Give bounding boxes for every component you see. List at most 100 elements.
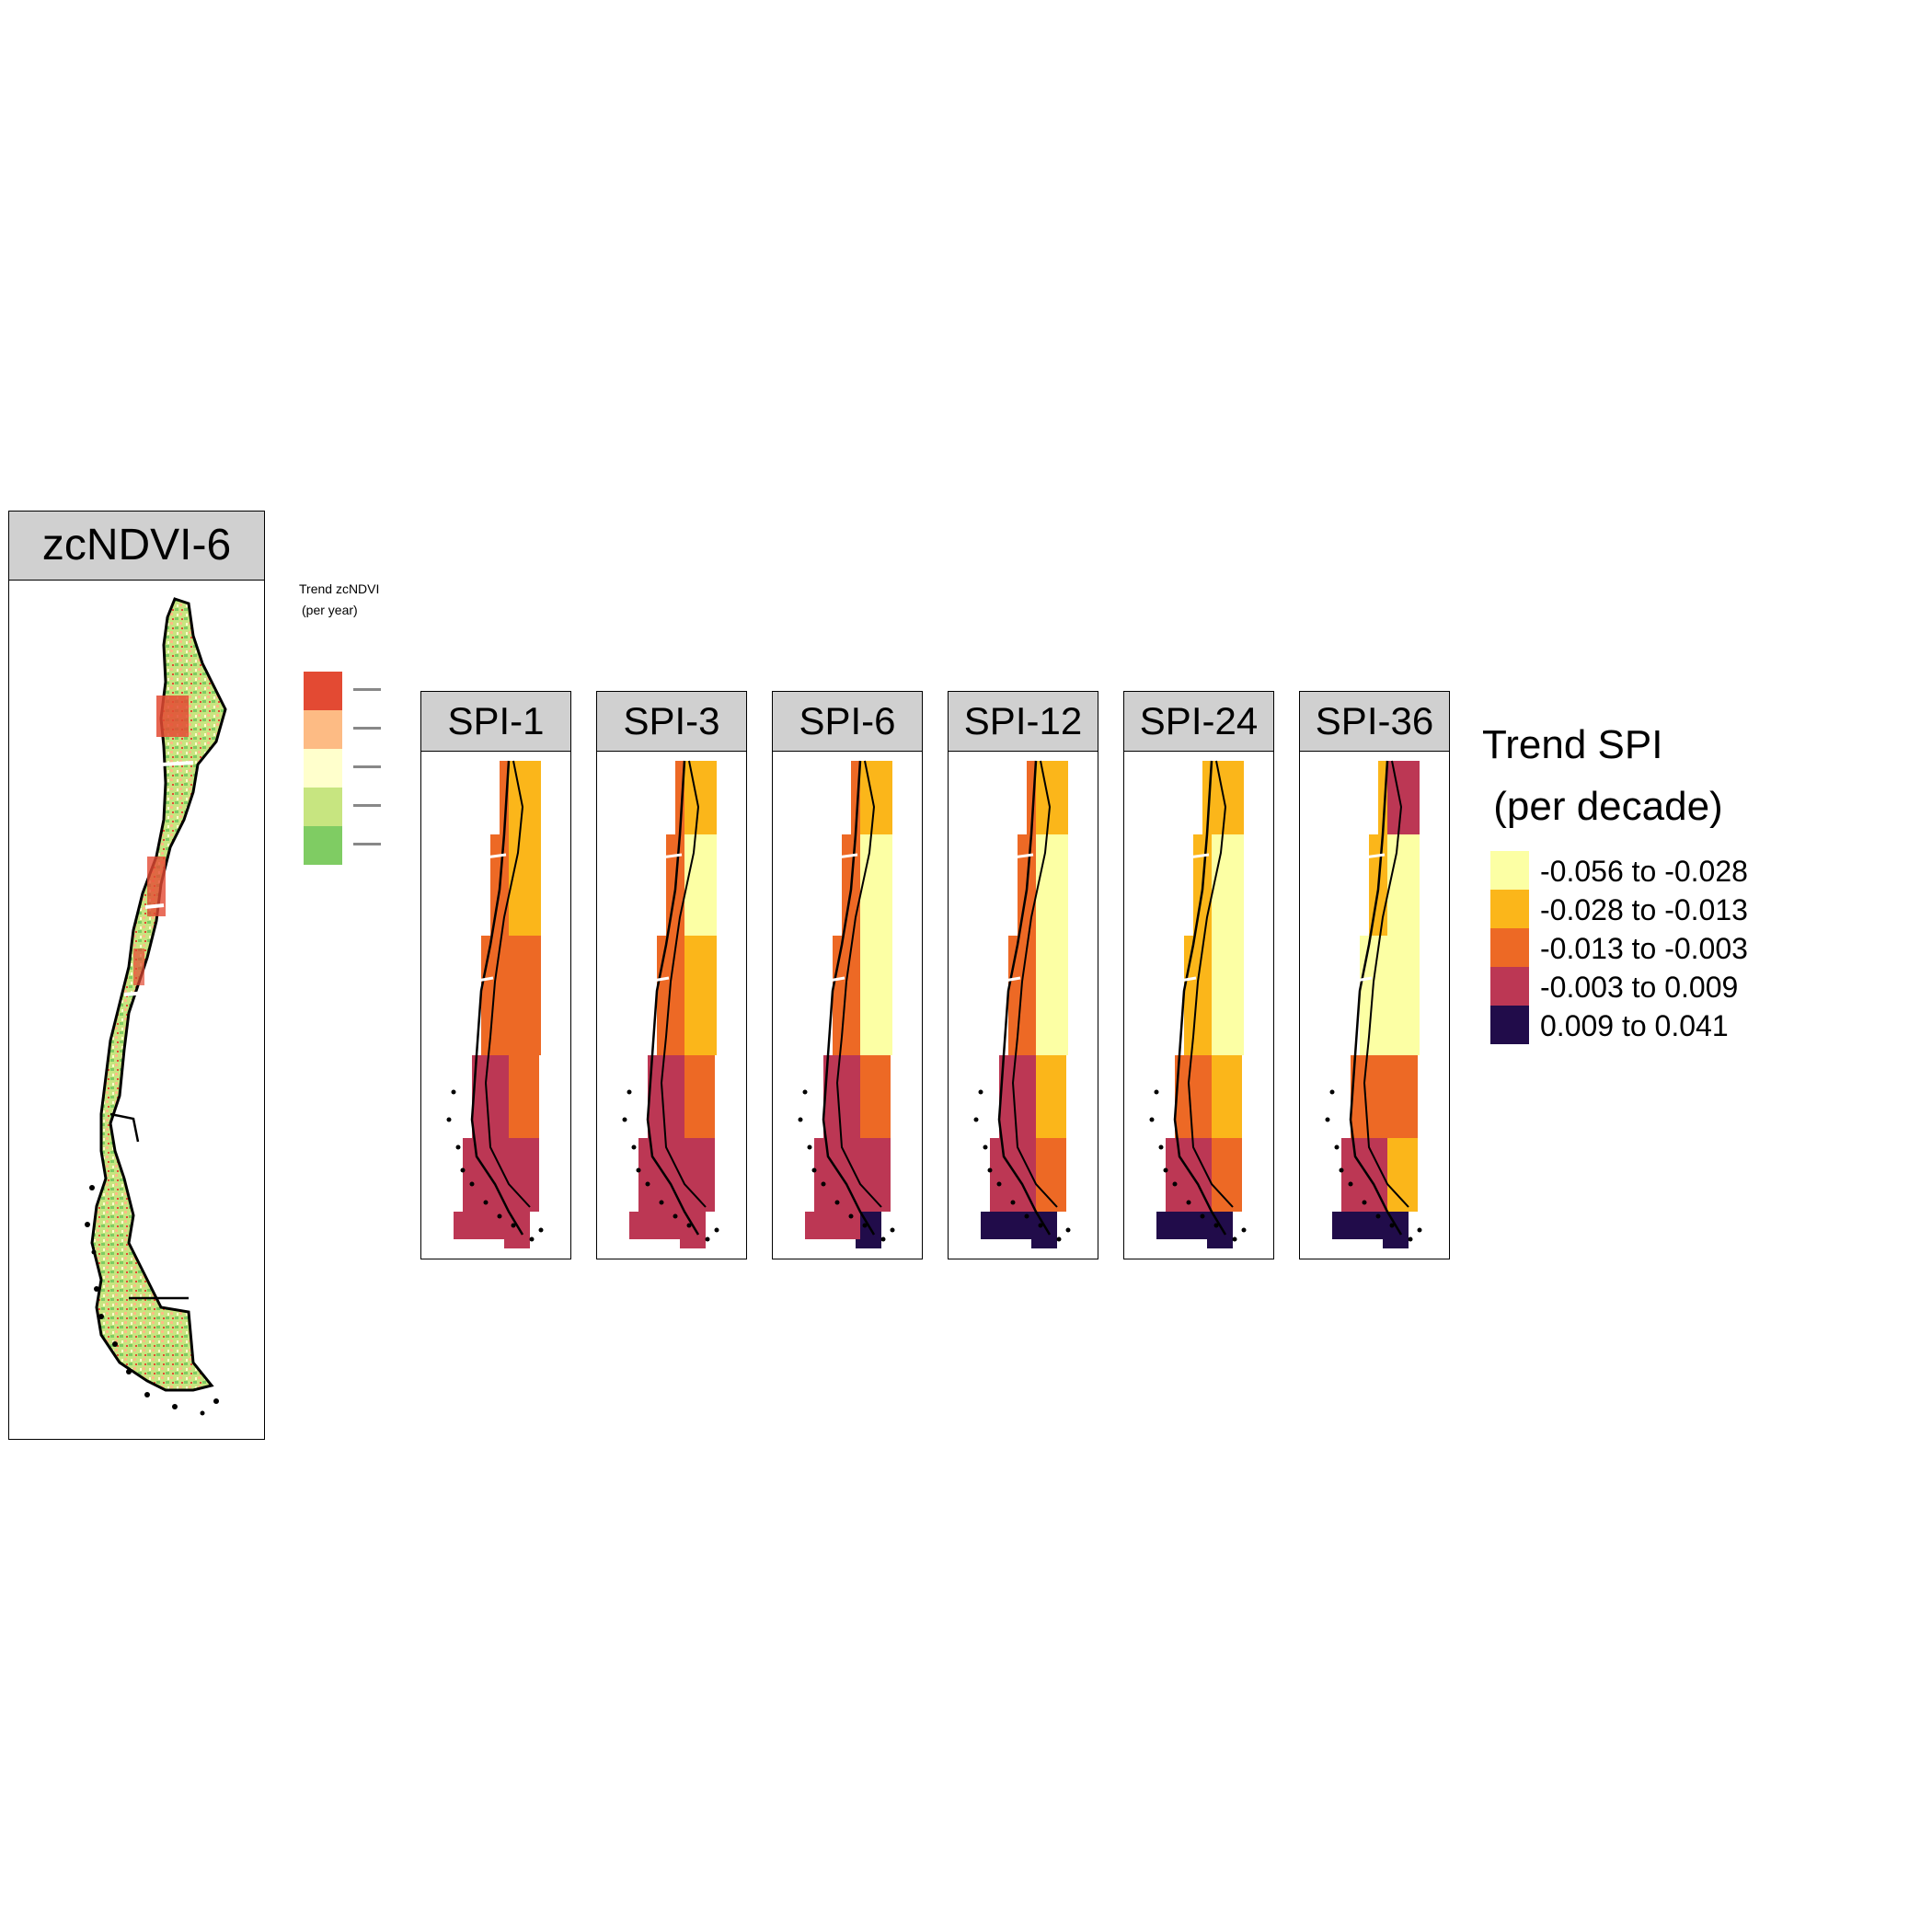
spi-map-panel	[596, 751, 747, 1259]
spi-legend-title-1: Trend SPI	[1482, 722, 1663, 767]
spi-west-band	[1184, 936, 1212, 1055]
spi-panel-title-strip: SPI-6	[772, 691, 923, 752]
spi-west-band	[463, 1138, 509, 1212]
spi-west-band	[1027, 761, 1036, 834]
spi-east-band	[1207, 1138, 1242, 1212]
spi-map-panel	[948, 751, 1098, 1259]
spi-east-band	[1207, 834, 1244, 936]
spi-east-band	[856, 834, 892, 936]
spi-west-band	[500, 761, 509, 834]
spi-west-band	[823, 1055, 860, 1138]
spi-west-band	[638, 1138, 684, 1212]
spi-east-band	[1031, 761, 1068, 834]
ndvi-legend-label	[353, 843, 381, 845]
spi-west-band	[648, 1055, 684, 1138]
spi-argentina-border	[835, 760, 882, 1208]
spi-chile-border	[1349, 760, 1403, 1236]
spi-map	[446, 760, 544, 1248]
spi-west-band	[1351, 1055, 1387, 1138]
spi-map-panel	[1123, 751, 1274, 1259]
spi-panel-title: SPI-6	[799, 699, 896, 742]
spi-legend-label: -0.056 to -0.028	[1540, 855, 1748, 888]
spi-argentina-border	[484, 760, 531, 1208]
spi-map-panel	[420, 751, 571, 1259]
spi-east-band	[1383, 1138, 1418, 1212]
spi-west-band	[1008, 936, 1036, 1055]
spi-argentina-border	[1011, 760, 1058, 1208]
spi-chile-border	[646, 760, 700, 1236]
spi-argentina-border	[660, 760, 707, 1208]
spi-legend-label: 0.009 to 0.041	[1540, 1009, 1729, 1042]
spi-west-band	[990, 1138, 1036, 1212]
spi-east-band	[680, 1138, 715, 1212]
spi-east-band	[1207, 761, 1244, 834]
spi-east-band	[504, 936, 541, 1055]
spi-legend-swatch	[1490, 928, 1529, 967]
spi-east-band	[856, 1055, 891, 1138]
spi-east-band	[680, 761, 717, 834]
spi-east-band	[504, 1055, 539, 1138]
spi-west-band	[675, 761, 684, 834]
spi-map	[1149, 760, 1247, 1248]
ndvi-legend-swatch	[304, 710, 342, 749]
spi-east-band	[1383, 936, 1420, 1055]
spi-west-band	[1202, 761, 1212, 834]
spi-east-band	[504, 834, 541, 936]
spi-west-band	[833, 936, 860, 1055]
ndvi-legend-label	[353, 804, 381, 807]
spi-argentina-border	[1363, 760, 1409, 1208]
ndvi-legend-label	[353, 727, 381, 730]
ndvi-legend-title-1: Trend zcNDVI	[299, 581, 380, 596]
spi-west-band	[851, 761, 860, 834]
spi-panel-title: SPI-24	[1139, 699, 1259, 742]
spi-chile-border	[822, 760, 876, 1236]
spi-west-band	[1360, 936, 1387, 1055]
ndvi-map-panel	[8, 580, 265, 1440]
spi-panel-title-strip: SPI-1	[420, 691, 571, 752]
spi-map	[622, 760, 719, 1248]
spi-legend-swatch	[1490, 967, 1529, 1006]
spi-map-panel	[1299, 751, 1450, 1259]
spi-panel-title: SPI-12	[963, 699, 1083, 742]
ndvi-legend-swatch	[304, 749, 342, 788]
spi-east-band	[1031, 834, 1068, 936]
spi-west-band	[481, 936, 509, 1055]
spi-east-band	[504, 1138, 539, 1212]
spi-map	[1325, 760, 1422, 1248]
spi-east-band	[1383, 761, 1420, 834]
ndvi-legend-label	[353, 688, 381, 691]
spi-east-band	[856, 761, 892, 834]
spi-panel-title: SPI-3	[623, 699, 720, 742]
spi-panel-title-strip: SPI-36	[1299, 691, 1450, 752]
ndvi-legend-label	[353, 765, 381, 768]
spi-east-band	[1207, 936, 1244, 1055]
spi-east-band	[1031, 936, 1068, 1055]
spi-west-band	[1175, 1055, 1212, 1138]
spi-chile-border	[997, 760, 1052, 1236]
spi-map	[798, 760, 895, 1248]
spi-argentina-border	[1187, 760, 1234, 1208]
spi-east-band	[1383, 1055, 1418, 1138]
ndvi-map	[85, 597, 227, 1416]
spi-east-band	[680, 1055, 715, 1138]
spi-east-band	[504, 761, 541, 834]
ndvi-legend-swatch	[304, 826, 342, 865]
spi-map-panel	[772, 751, 923, 1259]
spi-legend-label: -0.003 to 0.009	[1540, 971, 1739, 1004]
spi-west-band	[657, 936, 684, 1055]
ndvi-panel-title-strip: zcNDVI-6	[8, 511, 265, 581]
spi-west-band	[1341, 1138, 1387, 1212]
spi-east-band	[1031, 1055, 1066, 1138]
ndvi-chile-shape	[90, 597, 227, 1392]
ndvi-legend-title-2: (per year)	[302, 603, 358, 617]
spi-legend-title-2: (per decade)	[1482, 784, 1723, 829]
spi-legend-label: -0.028 to -0.013	[1540, 893, 1748, 926]
spi-legend-swatch	[1490, 851, 1529, 890]
spi-panel-title-strip: SPI-12	[948, 691, 1098, 752]
ndvi-panel-title: zcNDVI-6	[41, 521, 232, 569]
spi-west-band	[999, 1055, 1036, 1138]
spi-legend-label: -0.013 to -0.003	[1540, 932, 1748, 965]
spi-chile-border	[1173, 760, 1227, 1236]
spi-west-band	[814, 1138, 860, 1212]
spi-east-band	[1207, 1055, 1242, 1138]
